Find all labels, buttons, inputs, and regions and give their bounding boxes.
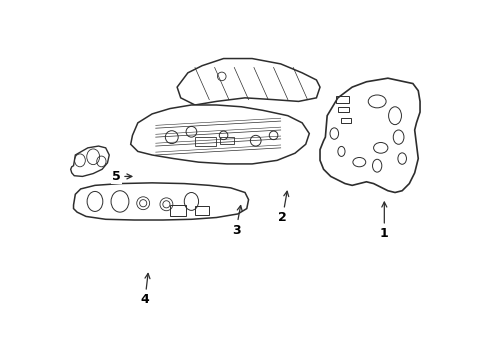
Polygon shape (131, 105, 309, 164)
Bar (336, 96, 348, 103)
Bar (338, 107, 348, 112)
Text: 4: 4 (141, 274, 150, 306)
Polygon shape (71, 146, 109, 176)
Text: 1: 1 (380, 202, 389, 240)
Polygon shape (320, 78, 420, 193)
Polygon shape (74, 183, 248, 220)
Bar (220, 137, 234, 144)
Polygon shape (177, 59, 320, 105)
Bar (342, 118, 351, 123)
Bar (170, 205, 186, 216)
Text: 3: 3 (232, 206, 242, 237)
Bar (195, 137, 217, 146)
Text: 2: 2 (278, 191, 289, 224)
Text: 5: 5 (112, 170, 132, 183)
Bar (195, 206, 209, 215)
